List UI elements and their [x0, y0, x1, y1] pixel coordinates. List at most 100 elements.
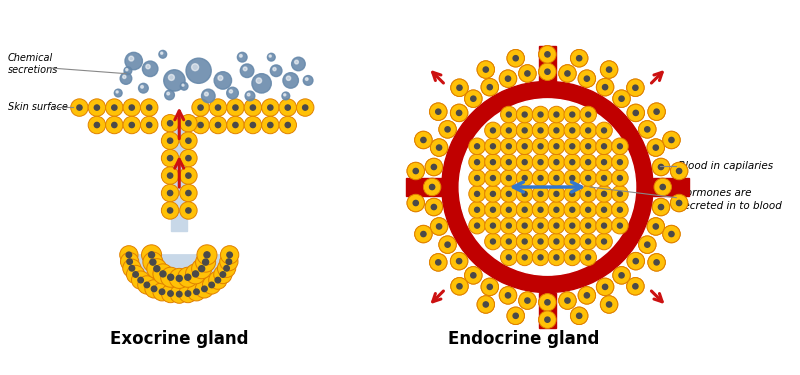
Circle shape	[202, 259, 209, 265]
Circle shape	[647, 218, 665, 235]
Circle shape	[421, 231, 426, 237]
Circle shape	[506, 223, 511, 228]
Circle shape	[501, 233, 517, 250]
Circle shape	[161, 267, 181, 287]
Circle shape	[565, 298, 570, 303]
Circle shape	[669, 231, 674, 237]
Circle shape	[425, 158, 442, 176]
Circle shape	[450, 252, 468, 270]
Circle shape	[507, 307, 525, 324]
Circle shape	[612, 186, 628, 202]
Circle shape	[218, 75, 223, 80]
Circle shape	[198, 105, 203, 110]
Circle shape	[596, 278, 614, 296]
Circle shape	[430, 254, 447, 271]
Circle shape	[586, 255, 590, 260]
Circle shape	[506, 144, 511, 149]
Circle shape	[457, 258, 462, 264]
Circle shape	[414, 131, 432, 149]
Circle shape	[474, 160, 479, 165]
Circle shape	[613, 267, 630, 284]
Circle shape	[131, 271, 150, 289]
Circle shape	[580, 217, 597, 234]
Circle shape	[436, 109, 441, 114]
Circle shape	[267, 53, 275, 61]
Circle shape	[565, 71, 570, 76]
Circle shape	[499, 70, 517, 87]
Circle shape	[112, 105, 117, 110]
Circle shape	[506, 293, 510, 298]
Circle shape	[584, 76, 590, 81]
Circle shape	[626, 79, 644, 96]
Circle shape	[501, 106, 517, 123]
Circle shape	[146, 122, 152, 128]
Circle shape	[577, 313, 582, 318]
Circle shape	[522, 207, 527, 212]
Circle shape	[186, 208, 191, 213]
Circle shape	[645, 127, 650, 132]
Circle shape	[430, 254, 447, 271]
Circle shape	[469, 186, 486, 202]
Circle shape	[487, 84, 492, 90]
Circle shape	[660, 184, 666, 190]
Circle shape	[202, 276, 221, 294]
Circle shape	[580, 170, 597, 186]
Circle shape	[425, 198, 442, 216]
Circle shape	[564, 154, 581, 171]
Circle shape	[580, 249, 597, 266]
Bar	[171, 116, 187, 231]
Circle shape	[88, 116, 106, 134]
Circle shape	[202, 89, 215, 103]
Circle shape	[153, 264, 173, 284]
Circle shape	[490, 207, 495, 212]
Circle shape	[306, 78, 308, 80]
Circle shape	[633, 258, 638, 264]
Circle shape	[195, 252, 216, 272]
Circle shape	[532, 233, 549, 250]
Circle shape	[220, 272, 226, 277]
Circle shape	[126, 266, 145, 284]
Text: Blood in capilaries: Blood in capilaries	[678, 161, 774, 171]
Circle shape	[647, 218, 665, 235]
Circle shape	[580, 186, 597, 202]
Circle shape	[186, 264, 206, 284]
Circle shape	[645, 242, 650, 247]
Circle shape	[192, 116, 210, 134]
Circle shape	[477, 296, 494, 313]
Circle shape	[638, 236, 656, 254]
Circle shape	[129, 266, 134, 271]
Circle shape	[457, 284, 462, 289]
Circle shape	[554, 223, 559, 228]
Circle shape	[626, 79, 644, 96]
Circle shape	[126, 252, 132, 258]
Circle shape	[437, 224, 442, 229]
Circle shape	[653, 224, 658, 229]
Circle shape	[407, 194, 425, 212]
Circle shape	[191, 64, 198, 71]
Circle shape	[146, 105, 152, 110]
Circle shape	[159, 50, 166, 58]
Circle shape	[522, 176, 527, 180]
Circle shape	[436, 260, 441, 265]
Circle shape	[516, 106, 533, 123]
Circle shape	[469, 154, 486, 171]
Circle shape	[437, 145, 442, 150]
Circle shape	[548, 122, 565, 139]
Circle shape	[431, 164, 437, 170]
Circle shape	[413, 168, 418, 174]
Circle shape	[516, 217, 533, 234]
Circle shape	[430, 139, 448, 156]
Circle shape	[554, 191, 559, 196]
Circle shape	[439, 236, 456, 254]
Circle shape	[431, 204, 437, 210]
Circle shape	[654, 109, 659, 114]
Circle shape	[303, 76, 313, 85]
Circle shape	[507, 50, 525, 67]
Circle shape	[538, 63, 556, 80]
Circle shape	[430, 184, 434, 190]
Circle shape	[600, 61, 618, 78]
Circle shape	[161, 52, 162, 54]
Circle shape	[570, 128, 574, 133]
Circle shape	[538, 294, 556, 311]
Circle shape	[600, 296, 618, 313]
